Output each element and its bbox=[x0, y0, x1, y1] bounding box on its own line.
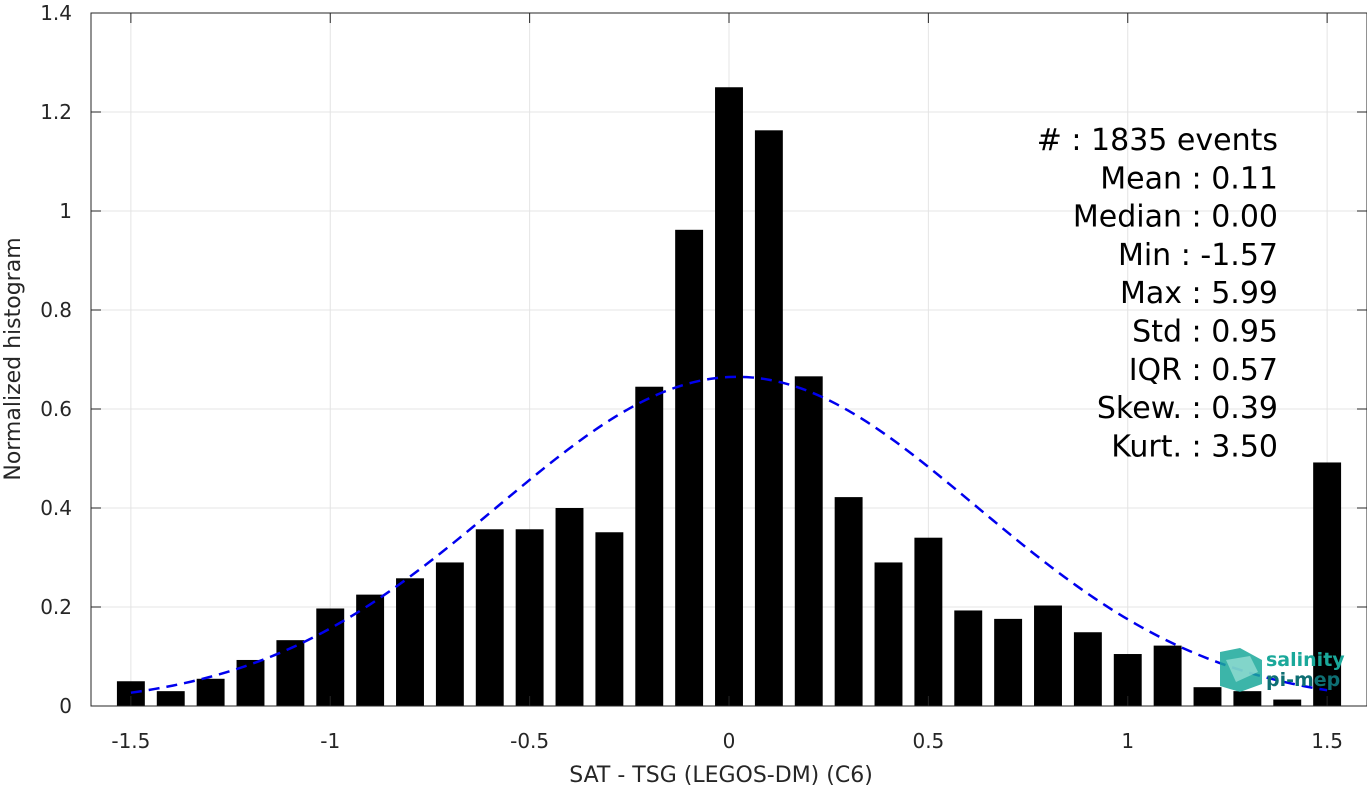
histogram-bar bbox=[356, 594, 385, 706]
bar-series bbox=[116, 87, 1342, 706]
logo-text-salinity: salinity bbox=[1266, 649, 1345, 671]
histogram-bar bbox=[1233, 691, 1262, 706]
x-tick-label: 0 bbox=[723, 729, 736, 753]
histogram-bar bbox=[954, 610, 983, 706]
logo-text-pimep: pi-mep bbox=[1266, 669, 1340, 691]
histogram-bar bbox=[874, 562, 903, 706]
histogram-bar bbox=[196, 678, 225, 706]
histogram-bar bbox=[1313, 462, 1342, 706]
y-tick-label: 0.6 bbox=[40, 397, 72, 421]
histogram-bar bbox=[435, 562, 464, 706]
histogram-bar bbox=[715, 87, 743, 706]
y-tick-label: 0.2 bbox=[40, 595, 72, 619]
histogram-bar bbox=[1193, 687, 1222, 706]
x-tick-label: 1.5 bbox=[1311, 729, 1343, 753]
histogram-bar bbox=[914, 537, 943, 706]
histogram-bar bbox=[555, 508, 584, 706]
histogram-bar bbox=[156, 691, 185, 706]
stat-line: Mean : 0.11 bbox=[1100, 161, 1278, 196]
histogram-bar bbox=[794, 376, 823, 706]
stat-line: Skew. : 0.39 bbox=[1097, 391, 1278, 426]
y-tick-label: 0.4 bbox=[40, 496, 72, 520]
histogram-bar bbox=[635, 386, 664, 706]
x-axis-label: SAT - TSG (LEGOS-DM) (C6) bbox=[569, 763, 873, 785]
y-tick-label: 0 bbox=[59, 694, 72, 718]
x-tick-label: -1 bbox=[320, 729, 340, 753]
y-tick-label: 0.8 bbox=[40, 298, 72, 322]
histogram-bar bbox=[396, 578, 424, 706]
x-tick-label: 1 bbox=[1121, 729, 1134, 753]
x-tick-label: -0.5 bbox=[510, 729, 549, 753]
stat-line: # : 1835 events bbox=[1037, 123, 1278, 158]
x-tick-label: 0.5 bbox=[912, 729, 944, 753]
y-tick-label: 1.2 bbox=[40, 100, 72, 124]
histogram-bar bbox=[276, 640, 305, 706]
histogram-bar bbox=[1273, 699, 1302, 706]
stat-line: Std : 0.95 bbox=[1132, 315, 1278, 350]
histogram-bar bbox=[1034, 605, 1062, 706]
salinity-pimep-logo: salinity pi-mep bbox=[1220, 648, 1345, 692]
stat-line: IQR : 0.57 bbox=[1129, 353, 1278, 388]
histogram-bar bbox=[754, 130, 783, 706]
histogram-bar bbox=[515, 529, 544, 706]
histogram-bar bbox=[1153, 645, 1182, 706]
histogram-bar bbox=[675, 229, 704, 706]
y-axis-label: Normalized histogram bbox=[1, 237, 26, 480]
histogram-bar bbox=[994, 618, 1023, 706]
x-tick-label: -1.5 bbox=[111, 729, 150, 753]
stat-line: Median : 0.00 bbox=[1073, 200, 1278, 235]
histogram-bar bbox=[595, 532, 624, 706]
histogram-bar bbox=[475, 529, 504, 706]
stat-line: Min : -1.57 bbox=[1118, 238, 1278, 273]
stat-line: Max : 5.99 bbox=[1120, 276, 1278, 311]
pimep-logo-icon bbox=[1220, 648, 1262, 692]
y-axis-ticks: 0 0.2 0.4 0.6 0.8 1 1.2 1.4 bbox=[40, 1, 1367, 718]
x-axis-ticks: -1.5 -1 -0.5 0 0.5 1 1.5 bbox=[111, 13, 1343, 753]
gaussian-fit-curve bbox=[130, 375, 1328, 694]
histogram-bar bbox=[834, 497, 863, 706]
histogram-bar bbox=[316, 608, 345, 706]
stat-line: Kurt. : 3.50 bbox=[1111, 429, 1278, 464]
histogram-bar bbox=[1073, 632, 1102, 706]
y-tick-label: 1.4 bbox=[40, 1, 72, 25]
y-tick-label: 1 bbox=[59, 199, 72, 223]
